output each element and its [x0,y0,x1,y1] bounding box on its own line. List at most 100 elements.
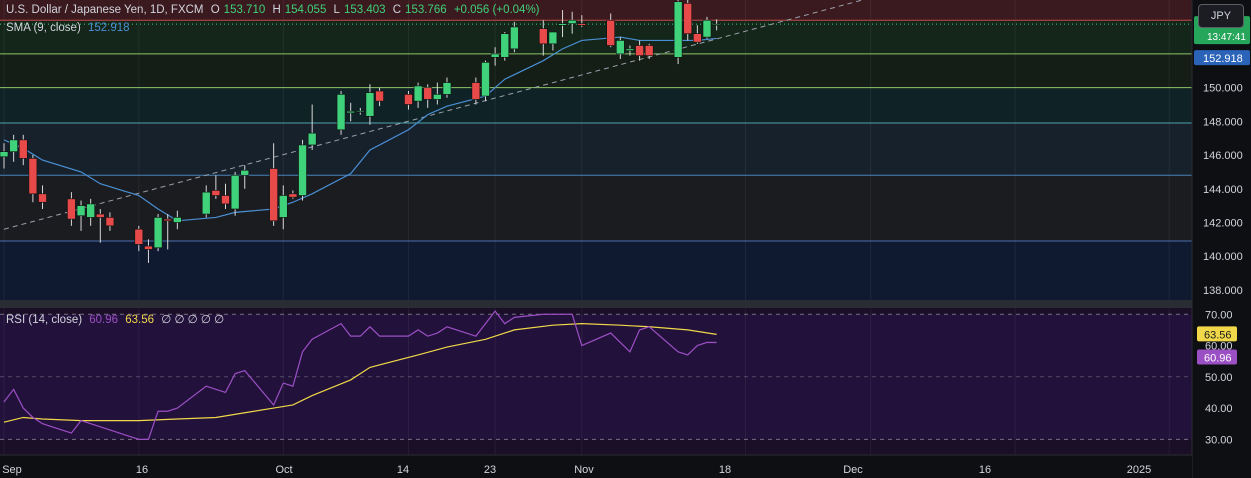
time-axis-bg [0,455,1192,478]
candle-body [693,33,702,43]
candle [548,31,558,51]
rsi-ma-line [3,323,717,423]
price-tick-label: 142.000 [1203,217,1243,229]
price-tick-label: 150.000 [1203,83,1243,95]
candle [38,185,47,209]
candle [481,60,490,102]
candle [413,82,423,108]
candle-body [163,218,173,222]
candle-body [201,191,211,215]
candle-body [173,217,182,223]
candle-body [481,62,490,97]
price-legend: U.S. Dollar / Japanese Yen, 1D, FXCM O 15… [6,4,548,16]
candle-body [38,193,47,203]
price-tick-label: 144.000 [1203,184,1243,196]
candle [471,77,481,105]
candle [144,239,153,263]
candle-body [413,85,423,102]
candle [693,25,702,44]
candle [76,200,86,231]
candle-body [510,26,519,50]
rsi-line [3,310,717,440]
rsi-tick-label: 40.00 [1205,403,1233,415]
candle-body [105,217,115,227]
candle [240,165,250,189]
pane-separator [0,300,1251,308]
candle [635,40,644,61]
candle [28,155,38,203]
open-value: 153.710 [223,4,266,16]
sma-legend-value: 152.918 [87,22,130,34]
candle [173,210,182,230]
rsi-ma-badge [1197,326,1237,342]
candle-body [221,195,230,205]
candle [558,10,567,38]
candle-body [76,205,86,217]
candle-body [375,90,384,102]
candle [644,43,654,59]
candle-body [635,45,644,56]
candle [269,143,278,226]
currency-button[interactable]: JPY [1198,4,1244,28]
candle [683,0,693,41]
candle [230,171,240,216]
candle-body [644,45,654,56]
candle-body [423,87,433,100]
candle [211,175,221,199]
time-tick-label: 23 [484,464,496,476]
rsi-legend-value: 60.96 [89,314,119,326]
time-tick-label: Dec [843,464,863,476]
candle [134,225,144,252]
price-zone [0,20,1192,54]
price-axis-bg [1192,0,1251,478]
candle-body [134,228,144,245]
sma-legend[interactable]: SMA (9, close) 152.918 [6,22,134,34]
time-tick-label: 2025 [1127,464,1151,476]
candle-body [673,1,683,58]
candle-body [67,198,76,220]
candle [567,11,577,34]
candle [673,0,683,65]
trendline [3,0,865,230]
candle [288,190,298,199]
candle [336,91,346,135]
candle-body [96,213,105,218]
price-tick-label: 140.000 [1203,251,1243,263]
candle-body [346,110,355,114]
candle-body [471,82,481,100]
sma-line [3,36,717,222]
candle [500,32,510,61]
candle-body [211,190,221,196]
candle [538,20,548,56]
candle-body [278,195,288,218]
candle [577,15,587,27]
rsi-legend[interactable]: RSI (14, close) 60.96 63.56 ∅ ∅ ∅ ∅ ∅ [6,312,228,326]
candle [9,134,18,162]
candle [702,16,712,39]
candle-body [153,217,163,249]
rsi-legend-label: RSI (14, close) [6,314,83,326]
candle [298,139,307,201]
candle-body [288,193,298,198]
rsi-tick-label: 30.00 [1205,434,1233,446]
candle [163,214,173,250]
rsi-badge-label: 60.96 [1204,353,1232,365]
rsi-ma-legend-value: 63.56 [125,314,155,326]
price-zone [0,123,1192,176]
candle-body [298,144,307,196]
candle-body [28,158,38,195]
candle [606,13,615,48]
candle-body [538,28,548,45]
candle-body [144,245,153,250]
candle-body [433,94,442,100]
sma-legend-label: SMA (9, close) [6,22,81,34]
candle [625,45,635,56]
candle [404,91,413,110]
candle-body [702,19,712,38]
candle [105,212,115,231]
candle [86,198,95,226]
price-zone [0,241,1192,300]
candle-body [625,48,635,51]
ohlc-values: O 153.710 H 154.055 L 153.403 C 153.766 +0.0… [210,4,540,16]
